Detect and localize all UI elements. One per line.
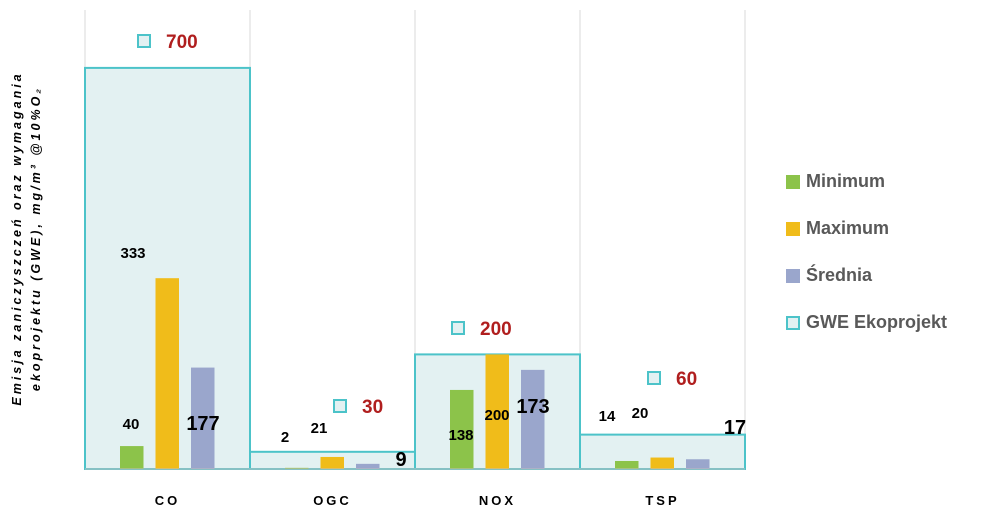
x-tick-label: NOX — [479, 493, 516, 507]
y-axis-label: Emisja zaniczyszczeń oraz wymagania ekop… — [8, 0, 68, 492]
legend-item-maximum: Maximum — [786, 217, 947, 240]
legend-swatch-gwe — [786, 315, 800, 330]
gwe-marker-icon — [333, 399, 347, 413]
legend-swatch-maximum — [786, 221, 800, 236]
rednia-bar-co — [191, 367, 215, 469]
data-label: 20 — [632, 405, 649, 422]
data-label: 173 — [516, 396, 549, 418]
data-label: 21 — [311, 420, 328, 437]
rednia-bar-tsp — [686, 459, 710, 469]
maximum-bar-tsp — [650, 457, 674, 469]
legend-item-srednia: Średnia — [786, 264, 947, 287]
data-label: 333 — [120, 245, 145, 262]
legend: Minimum Maximum Średnia GWE Ekoprojekt — [786, 170, 947, 358]
x-tick-label: TSP — [645, 493, 679, 507]
gwe-limit-label: 60 — [676, 369, 697, 390]
legend-label: Średnia — [806, 265, 873, 285]
legend-item-gwe: GWE Ekoprojekt — [786, 311, 947, 334]
data-label: 17 — [724, 417, 746, 439]
legend-swatch-minimum — [786, 174, 800, 189]
y-axis-label-line2: ekoprojektu (GWE), mg/m³ @10%O₂ — [29, 85, 43, 392]
minimum-bar-ogc — [285, 467, 309, 469]
data-label: 177 — [186, 413, 219, 435]
gwe-limit-label: 700 — [166, 32, 198, 53]
minimum-bar-nox — [450, 389, 474, 469]
data-label: 9 — [395, 449, 406, 471]
x-tick-label: OGC — [313, 493, 352, 507]
legend-label: GWE Ekoprojekt — [806, 312, 948, 332]
data-label: 138 — [448, 427, 473, 444]
legend-item-minimum: Minimum — [786, 170, 947, 193]
legend-label: Maximum — [806, 218, 890, 238]
gwe-limit-label: 30 — [362, 397, 383, 418]
gwe-limit-label: 200 — [480, 319, 512, 340]
minimum-bar-tsp — [615, 460, 639, 469]
y-axis-label-line1: Emisja zaniczyszczeń oraz wymagania — [10, 71, 24, 406]
rednia-bar-nox — [521, 369, 545, 469]
maximum-bar-ogc — [320, 456, 344, 469]
legend-swatch-srednia — [786, 268, 800, 283]
minimum-bar-co — [120, 446, 144, 469]
maximum-bar-nox — [485, 354, 509, 469]
gwe-marker-icon — [647, 371, 661, 385]
data-label: 200 — [484, 407, 509, 424]
data-label: 2 — [281, 429, 289, 446]
legend-label: Minimum — [806, 171, 885, 191]
data-label: 14 — [599, 408, 616, 425]
maximum-bar-co — [155, 278, 179, 469]
x-tick-label: CO — [155, 493, 181, 507]
gwe-marker-icon — [451, 321, 465, 335]
rednia-bar-ogc — [356, 463, 380, 469]
gwe-marker-icon — [137, 34, 151, 48]
data-label: 40 — [123, 416, 140, 433]
